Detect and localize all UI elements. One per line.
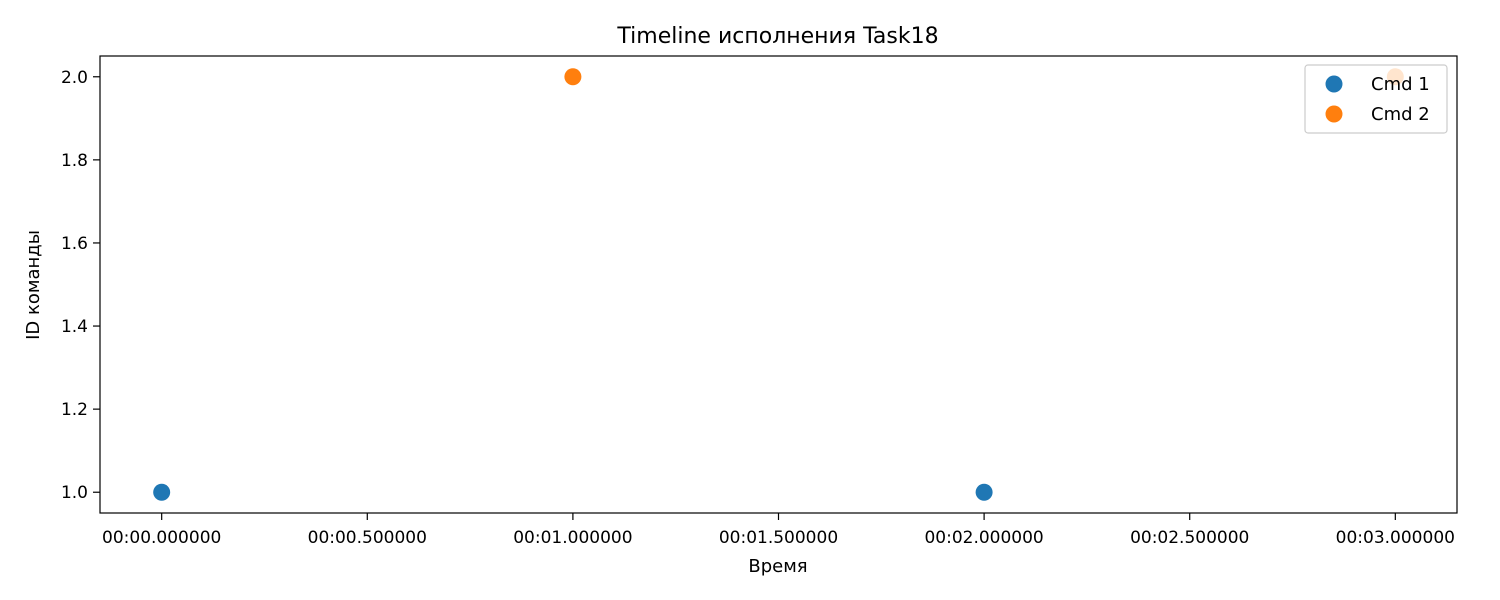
x-tick-label: 00:01.000000	[513, 528, 632, 548]
x-tick-label: 00:00.500000	[308, 528, 427, 548]
y-tick-label: 1.6	[61, 234, 88, 254]
legend-label: Cmd 2	[1371, 104, 1430, 125]
legend: Cmd 1 Cmd 2	[1304, 64, 1448, 134]
x-tick-label: 00:01.500000	[719, 528, 838, 548]
x-tick-label: 00:02.500000	[1130, 528, 1249, 548]
y-tick-label: 2.0	[61, 68, 88, 88]
data-point-series-2	[564, 68, 582, 86]
chart-title: Timeline исполнения Task18	[616, 24, 938, 49]
data-point-series-1	[153, 483, 171, 501]
legend-label: Cmd 1	[1371, 74, 1430, 95]
y-tick-label: 1.8	[61, 151, 88, 171]
data-point-series-1	[975, 483, 993, 501]
x-tick-label: 00:00.000000	[102, 528, 221, 548]
x-tick-label: 00:03.000000	[1336, 528, 1455, 548]
x-axis: 00:00.000000 00:00.500000 00:01.000000 00:0…	[102, 513, 1455, 548]
x-tick-label: 00:02.000000	[924, 528, 1043, 548]
y-axis: 1.0 1.2 1.4 1.6 1.8 2.0	[61, 68, 100, 503]
y-tick-label: 1.2	[61, 400, 88, 420]
y-axis-label: ID команды	[23, 230, 44, 340]
legend-marker	[1325, 105, 1343, 123]
x-axis-label: Время	[748, 556, 807, 577]
legend-marker	[1325, 75, 1343, 93]
y-tick-label: 1.4	[61, 317, 88, 337]
y-tick-label: 1.0	[61, 483, 88, 503]
plot-frame	[99, 55, 1458, 514]
